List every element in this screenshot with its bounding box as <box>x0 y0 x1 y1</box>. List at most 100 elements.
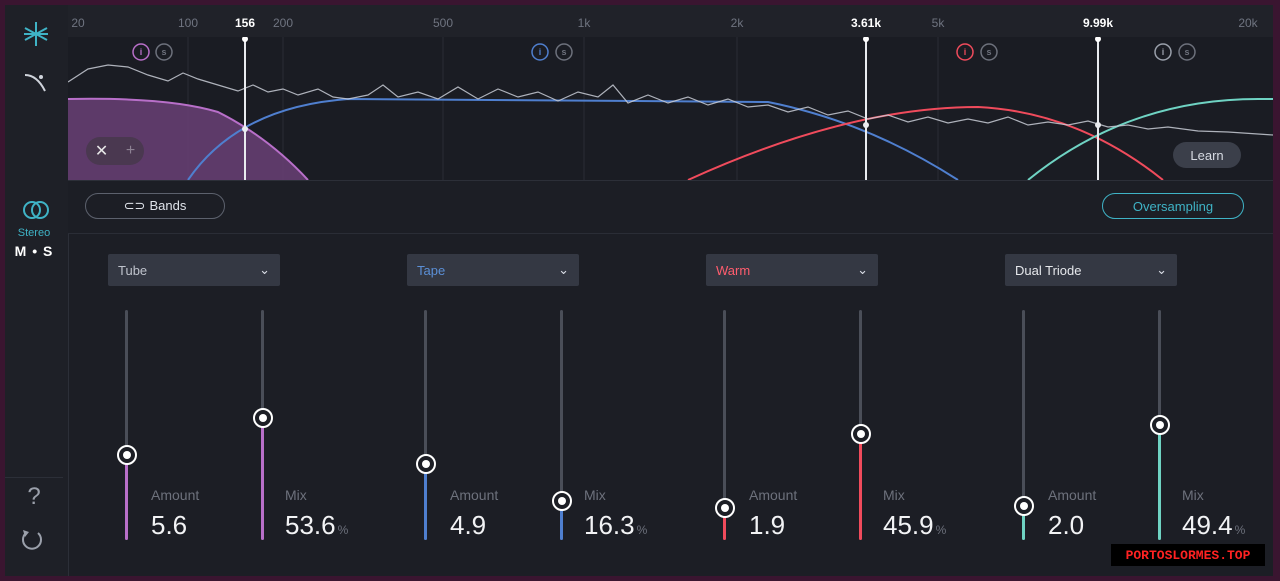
amount-value[interactable]: 1.9 <box>749 510 786 540</box>
svg-text:s: s <box>986 47 991 57</box>
svg-text:s: s <box>561 47 566 57</box>
stereo-label[interactable]: Stereo <box>17 227 51 239</box>
percent-unit: % <box>935 523 947 537</box>
chevron-down-icon: ⌄ <box>1156 262 1167 277</box>
slider-knob[interactable] <box>416 454 436 475</box>
band-2-curve <box>187 97 959 180</box>
mix-value[interactable]: 16.3% <box>584 510 647 541</box>
svg-text:i: i <box>964 47 967 57</box>
curve-icon[interactable] <box>17 63 55 101</box>
slider-knob[interactable] <box>715 497 735 518</box>
crossover-readout: 9.99k <box>1082 16 1114 30</box>
mode-label: Tape <box>417 262 446 278</box>
clear-band-icon[interactable]: ✕ <box>94 143 109 160</box>
control-toolbar: ⊂⊃ Bands Oversampling <box>68 180 1273 234</box>
reset-icon[interactable] <box>13 521 51 559</box>
svg-text:s: s <box>161 47 166 57</box>
learn-button[interactable]: Learn <box>1173 142 1241 168</box>
bands-button-label: Bands <box>149 198 187 213</box>
mix-slider[interactable] <box>253 310 273 540</box>
left-rail: Stereo M • S ? <box>5 5 69 576</box>
freq-tick-label: 2k <box>730 16 744 30</box>
mode-label: Dual Triode <box>1015 262 1082 278</box>
mix-number: 16.3 <box>584 510 635 540</box>
mix-value[interactable]: 49.4% <box>1182 510 1245 541</box>
amount-label: Amount <box>1048 487 1097 503</box>
amount-slider[interactable] <box>1014 310 1034 540</box>
amount-value[interactable]: 2.0 <box>1048 510 1085 540</box>
rail-divider <box>5 477 63 516</box>
stereo-rings-icon[interactable] <box>17 191 55 229</box>
mix-label: Mix <box>285 487 307 503</box>
mix-label: Mix <box>1182 487 1204 503</box>
spectrum-display[interactable]: i s i s i s i s ✕ + Learn <box>68 37 1273 180</box>
slider-knob[interactable] <box>1150 415 1170 435</box>
percent-unit: % <box>337 523 349 537</box>
mode-label: Tube <box>118 262 148 278</box>
mix-value[interactable]: 45.9% <box>883 510 946 541</box>
chevron-down-icon: ⌄ <box>558 262 569 277</box>
freq-tick-label: 1k <box>577 16 591 30</box>
band-3-controls: Warm ⌄ Amount 1.9 Mix 45.9% <box>666 232 964 576</box>
plugin-window: Stereo M • S ? 20 100 156 200 500 1k 2k … <box>5 5 1273 576</box>
spectrum-trace <box>68 64 1273 136</box>
band-4-controls: Dual Triode ⌄ Amount 2.0 Mix 49.4% <box>965 232 1263 576</box>
slider-knob[interactable] <box>1014 495 1034 516</box>
frequency-ruler: 20 100 156 200 500 1k 2k 3.61k 5k 9.99k … <box>68 5 1273 37</box>
crossover-readout: 3.61k <box>850 16 882 30</box>
svg-text:i: i <box>539 47 542 57</box>
amount-value[interactable]: 5.6 <box>151 510 188 540</box>
bands-button[interactable]: ⊂⊃ Bands <box>85 193 225 219</box>
band-1-controls: Tube ⌄ Amount 5.6 Mix 53.6% <box>68 232 366 576</box>
freq-tick-label: 200 <box>272 16 294 30</box>
svg-text:i: i <box>1162 47 1165 57</box>
mix-number: 53.6 <box>285 510 336 540</box>
freq-tick-label: 20k <box>1238 16 1258 30</box>
spectrum-asterisk-icon[interactable] <box>17 15 55 53</box>
mix-slider[interactable] <box>1150 310 1170 540</box>
add-band-icon[interactable]: + <box>125 142 136 159</box>
chevron-down-icon: ⌄ <box>857 262 868 277</box>
band-1-mode-select[interactable]: Tube ⌄ <box>108 254 280 286</box>
slider-knob[interactable] <box>117 444 137 465</box>
oversampling-button[interactable]: Oversampling <box>1102 193 1244 219</box>
crossover-readout: 156 <box>234 16 256 30</box>
mix-label: Mix <box>883 487 905 503</box>
freq-tick-label: 500 <box>432 16 454 30</box>
amount-label: Amount <box>450 487 499 503</box>
amount-slider[interactable] <box>416 310 436 540</box>
svg-text:s: s <box>1184 47 1189 57</box>
mix-slider[interactable] <box>552 310 572 540</box>
band-3-mode-select[interactable]: Warm ⌄ <box>706 254 878 286</box>
mix-number: 49.4 <box>1182 510 1233 540</box>
link-icon: ⊂⊃ <box>123 198 146 213</box>
spectrum-graph: i s i s i s i s <box>68 37 1273 180</box>
mix-slider[interactable] <box>851 310 871 540</box>
help-icon[interactable]: ? <box>27 483 41 510</box>
band-4-mode-select[interactable]: Dual Triode ⌄ <box>1005 254 1177 286</box>
freq-tick-label: 5k <box>931 16 945 30</box>
band-2-mode-select[interactable]: Tape ⌄ <box>407 254 579 286</box>
amount-slider[interactable] <box>715 310 735 540</box>
svg-text:i: i <box>140 47 143 57</box>
freq-tick-label: 20 <box>71 16 85 30</box>
mode-label: Warm <box>716 262 751 278</box>
mix-value[interactable]: 53.6% <box>285 510 348 541</box>
band-edit-pill: ✕ + <box>86 137 144 165</box>
mix-label: Mix <box>584 487 606 503</box>
band-2-controls: Tape ⌄ Amount 4.9 Mix 16.3% <box>367 232 665 576</box>
amount-slider[interactable] <box>117 310 137 540</box>
chevron-down-icon: ⌄ <box>259 262 270 277</box>
slider-knob[interactable] <box>851 424 871 445</box>
band-3-curve <box>687 105 1164 180</box>
mix-number: 45.9 <box>883 510 934 540</box>
band-4-curve <box>1027 98 1273 180</box>
slider-knob[interactable] <box>253 408 273 429</box>
percent-unit: % <box>636 523 648 537</box>
amount-label: Amount <box>151 487 200 503</box>
slider-knob[interactable] <box>552 490 572 511</box>
amount-label: Amount <box>749 487 798 503</box>
amount-value[interactable]: 4.9 <box>450 510 487 540</box>
mid-side-toggle[interactable]: M • S <box>14 243 54 259</box>
freq-tick-label: 100 <box>177 16 199 30</box>
